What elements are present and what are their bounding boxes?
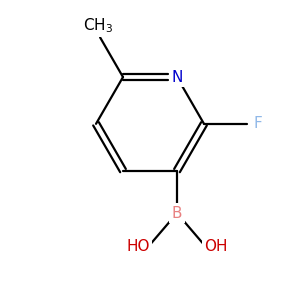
Text: N: N [171, 70, 183, 85]
Text: F: F [254, 116, 262, 131]
Text: HO: HO [127, 239, 150, 254]
Text: OH: OH [204, 239, 227, 254]
Text: B: B [172, 206, 182, 220]
Text: CH$_3$: CH$_3$ [83, 16, 113, 35]
